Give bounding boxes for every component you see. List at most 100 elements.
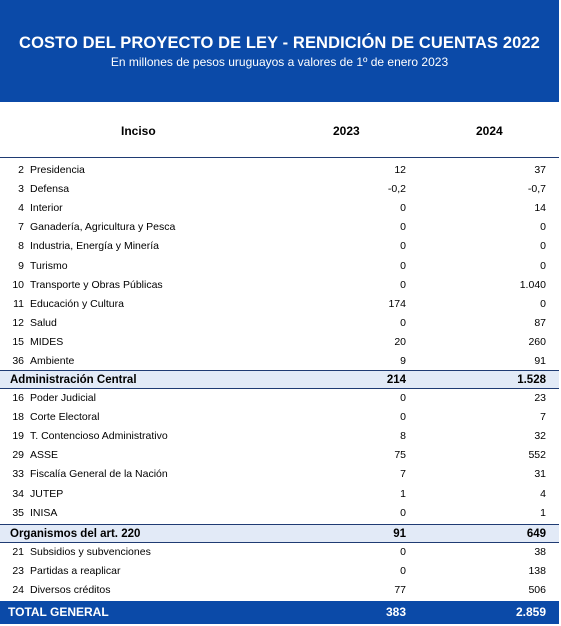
table-row: 7 Ganadería, Agricultura y Pesca 0 0 [0,218,559,237]
row-value-2024: 31 [534,468,546,481]
table-row: 11 Educación y Cultura 174 0 [0,295,559,314]
total-row: TOTAL GENERAL 383 2.859 [0,601,559,624]
row-value-2024: 87 [534,316,546,329]
row-code: 16 [12,392,24,404]
row-code: 4 [18,202,24,215]
total-label: TOTAL GENERAL [8,605,109,619]
row-value-2023: 0 [400,546,406,558]
row-value-2024: 552 [528,449,546,462]
row-value-2023: 20 [394,335,406,348]
table-row: 36 Ambiente 9 91 [0,352,559,371]
row-value-2023: 77 [394,584,406,597]
row-value-2024: 1.040 [519,278,546,291]
row-code: 8 [18,240,24,253]
row-value-2023: -0,2 [387,183,406,196]
row-code: 9 [18,259,24,272]
row-value-2024: 1 [540,506,546,519]
table-row: 2 Presidencia 12 37 [0,161,559,180]
row-value-2023: 12 [394,164,406,176]
row-name: Interior [30,202,63,215]
subtotal-value-2023: 214 [386,374,406,386]
row-code: 24 [12,584,24,597]
row-value-2024: 0 [540,297,546,310]
table-row: 29 ASSE 75 552 [0,446,559,465]
table-row: 10 Transporte y Obras Públicas 0 1.040 [0,276,559,295]
row-name: ASSE [30,449,59,462]
table-row: 16 Poder Judicial 0 23 [0,389,559,408]
row-name: Presidencia [30,164,85,176]
column-header-2023: 2023 [333,124,360,138]
row-code: 12 [12,316,24,329]
row-value-2024: 37 [534,164,546,176]
subtotal-value-2024: 1.528 [517,374,546,386]
row-code: 11 [13,297,24,310]
column-header-2024: 2024 [476,124,503,138]
row-name: JUTEP [30,487,64,500]
row-name: Salud [30,316,57,329]
row-value-2024: 23 [534,392,546,404]
table-row: 18 Corte Electoral 0 7 [0,408,559,427]
table-row: 19 T. Contencioso Administrativo 8 32 [0,427,559,446]
row-value-2024: 32 [534,430,546,443]
row-value-2023: 0 [400,316,406,329]
row-code: 3 [18,183,24,196]
subtotal-value-2024: 649 [526,528,546,540]
row-name: Corte Electoral [30,411,100,424]
row-code: 35 [12,506,24,519]
row-code: 29 [12,449,24,462]
row-code: 33 [12,468,24,481]
row-name: Partidas a reaplicar [30,565,121,578]
table-row: 12 Salud 0 87 [0,314,559,333]
row-code: 15 [12,335,24,348]
row-value-2024: 138 [528,565,546,578]
total-value-2023: 383 [385,605,406,619]
row-name: Ganadería, Agricultura y Pesca [30,221,176,234]
row-value-2023: 8 [400,430,406,443]
row-code: 36 [12,355,24,367]
row-code: 21 [12,546,24,558]
row-value-2024: 38 [534,546,546,558]
table-row: 8 Industria, Energía y Minería 0 0 [0,237,559,256]
row-value-2024: 7 [540,411,546,424]
row-value-2023: 174 [388,297,406,310]
row-value-2023: 7 [400,468,406,481]
row-name: MIDES [30,335,64,348]
subtotal-row: Administración Central 214 1.528 [0,370,559,389]
row-value-2024: -0,7 [527,183,546,196]
row-code: 18 [12,411,24,424]
row-name: T. Contencioso Administrativo [30,430,168,443]
table-row: 33 Fiscalía General de la Nación 7 31 [0,465,559,484]
subtotal-label: Administración Central [10,374,137,386]
table-row: 35 INISA 0 1 [0,504,559,523]
subtotal-label: Organismos del art. 220 [10,528,141,540]
total-value-2024: 2.859 [515,605,546,619]
row-value-2024: 0 [540,240,546,253]
row-value-2024: 0 [540,259,546,272]
row-value-2023: 9 [400,355,406,367]
row-code: 2 [18,164,24,176]
table-row: 9 Turismo 0 0 [0,257,559,276]
row-name: Diversos créditos [30,584,111,597]
subtotal-row: Organismos del art. 220 91 649 [0,524,559,543]
row-value-2023: 0 [400,411,406,424]
row-name: Ambiente [30,355,75,367]
row-value-2023: 1 [400,487,406,500]
table-header-banner: COSTO DEL PROYECTO DE LEY - RENDICIÓN DE… [0,0,559,102]
row-value-2023: 0 [400,506,406,519]
table-row: 24 Diversos créditos 77 506 [0,581,559,600]
table-row: 4 Interior 0 14 [0,199,559,218]
row-value-2023: 0 [400,221,406,234]
table-row: 34 JUTEP 1 4 [0,485,559,504]
header-divider [0,157,559,158]
row-name: Turismo [30,259,68,272]
row-name: Defensa [30,183,70,196]
row-name: INISA [30,506,58,519]
row-value-2024: 91 [534,355,546,367]
page-subtitle: En millones de pesos uruguayos a valores… [110,55,449,69]
row-value-2023: 75 [394,449,406,462]
table-row: 23 Partidas a reaplicar 0 138 [0,562,559,581]
row-code: 10 [12,278,24,291]
table-row: 15 MIDES 20 260 [0,333,559,352]
row-value-2023: 0 [400,392,406,404]
row-code: 34 [12,487,24,500]
